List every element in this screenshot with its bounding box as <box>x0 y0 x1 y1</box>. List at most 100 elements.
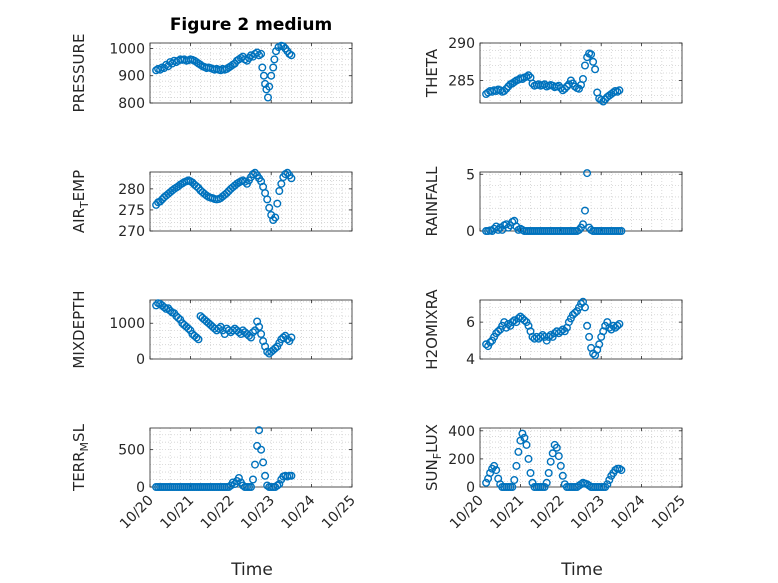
data-point <box>617 226 626 235</box>
data-point <box>518 429 527 438</box>
panel-terrmsl: 0 500 10/20 10/21 10/22 10/23 10/24 10/25 TERRMS… <box>70 423 359 580</box>
data-point <box>482 340 491 349</box>
x-tick-label: 10/24 <box>279 492 319 532</box>
x-axis-label: Time <box>560 560 603 580</box>
series-markers <box>482 297 624 360</box>
data-point <box>490 461 499 470</box>
data-point <box>560 84 569 93</box>
panel-rainfall: 0 5 RAINFALL <box>423 166 683 240</box>
data-point <box>581 206 590 215</box>
data-point <box>192 182 201 191</box>
x-tick-label: 10/21 <box>157 493 197 533</box>
x-tick-label: 10/22 <box>198 493 238 533</box>
data-point <box>156 65 165 74</box>
y-tick-label: 290 <box>448 36 475 52</box>
y-axis-label: AIRTEMP <box>70 170 91 233</box>
data-point <box>248 475 257 484</box>
y-tick-label: 500 <box>118 443 145 459</box>
data-point <box>556 461 565 470</box>
data-point <box>279 333 288 342</box>
data-point <box>257 49 266 58</box>
data-point <box>269 63 278 72</box>
axes-box <box>479 42 683 104</box>
y-axis-label: MIXDEPTH <box>70 290 88 368</box>
data-point <box>595 340 604 349</box>
data-point <box>544 332 553 341</box>
grid <box>150 428 352 487</box>
data-point <box>156 197 165 206</box>
data-point <box>500 86 509 95</box>
data-point <box>502 84 511 93</box>
axes-box <box>149 427 353 488</box>
data-point <box>275 480 284 489</box>
data-point <box>273 199 282 208</box>
data-point <box>526 469 535 478</box>
data-point <box>250 460 259 469</box>
data-point <box>279 42 288 51</box>
data-point <box>275 186 284 195</box>
y-tick-label: 800 <box>118 96 145 112</box>
y-axis-label: SUNFLUX <box>423 424 444 491</box>
data-point <box>615 320 624 329</box>
data-point <box>562 82 571 91</box>
data-point <box>558 325 567 334</box>
x-tick-label: 10/25 <box>319 493 359 533</box>
data-point <box>194 335 203 344</box>
x-tick-label: 10/23 <box>238 493 278 533</box>
series-markers <box>152 168 296 224</box>
data-point <box>528 478 537 487</box>
x-tick-label: 10/23 <box>568 493 608 533</box>
data-point <box>214 324 223 333</box>
data-point <box>287 333 296 342</box>
data-point <box>552 443 561 452</box>
data-point <box>615 86 624 95</box>
data-point <box>271 344 280 353</box>
data-point <box>581 303 590 312</box>
grid <box>480 172 682 231</box>
data-point <box>570 308 579 317</box>
y-axis-label: H2OMIXRA <box>423 289 441 370</box>
data-point <box>510 316 519 325</box>
data-point <box>259 458 268 467</box>
data-point <box>522 72 531 81</box>
data-point <box>184 324 193 333</box>
y-axis-label: TERRMSL <box>70 423 91 492</box>
data-point <box>270 55 279 64</box>
data-point <box>271 213 280 222</box>
data-point <box>554 81 563 90</box>
data-point <box>546 457 555 466</box>
data-point <box>603 480 612 489</box>
data-point <box>265 82 274 91</box>
data-point <box>496 223 505 232</box>
grid <box>480 43 682 103</box>
data-point <box>613 321 622 330</box>
data-point <box>613 87 622 96</box>
data-point <box>575 84 584 93</box>
data-point <box>265 203 274 212</box>
data-point <box>228 478 237 487</box>
data-point <box>267 210 276 219</box>
panel-airtemp: 270 275 280 AIRTEMP <box>70 168 353 240</box>
data-point <box>255 322 264 331</box>
data-point <box>587 50 596 59</box>
data-point <box>583 169 592 178</box>
y-axis-label: PRESSURE <box>70 34 88 113</box>
series-markers <box>482 49 624 106</box>
y-tick-label: 4 <box>466 352 475 368</box>
data-point <box>287 174 296 183</box>
data-point <box>267 71 276 80</box>
data-point <box>591 65 600 74</box>
data-point <box>583 321 592 330</box>
data-point <box>510 476 519 485</box>
data-point <box>287 51 296 60</box>
data-point <box>524 454 533 463</box>
panel-mixdepth: 0 1000 MIXDEPTH <box>70 290 353 369</box>
x-tick-label: 10/21 <box>487 493 527 533</box>
data-point <box>504 320 513 329</box>
x-axis-label: Time <box>230 560 273 580</box>
data-point <box>514 447 523 456</box>
data-point <box>240 177 249 186</box>
y-tick-label: 5 <box>466 167 475 183</box>
data-point <box>248 328 257 337</box>
y-axis-label: RAINFALL <box>423 166 441 237</box>
